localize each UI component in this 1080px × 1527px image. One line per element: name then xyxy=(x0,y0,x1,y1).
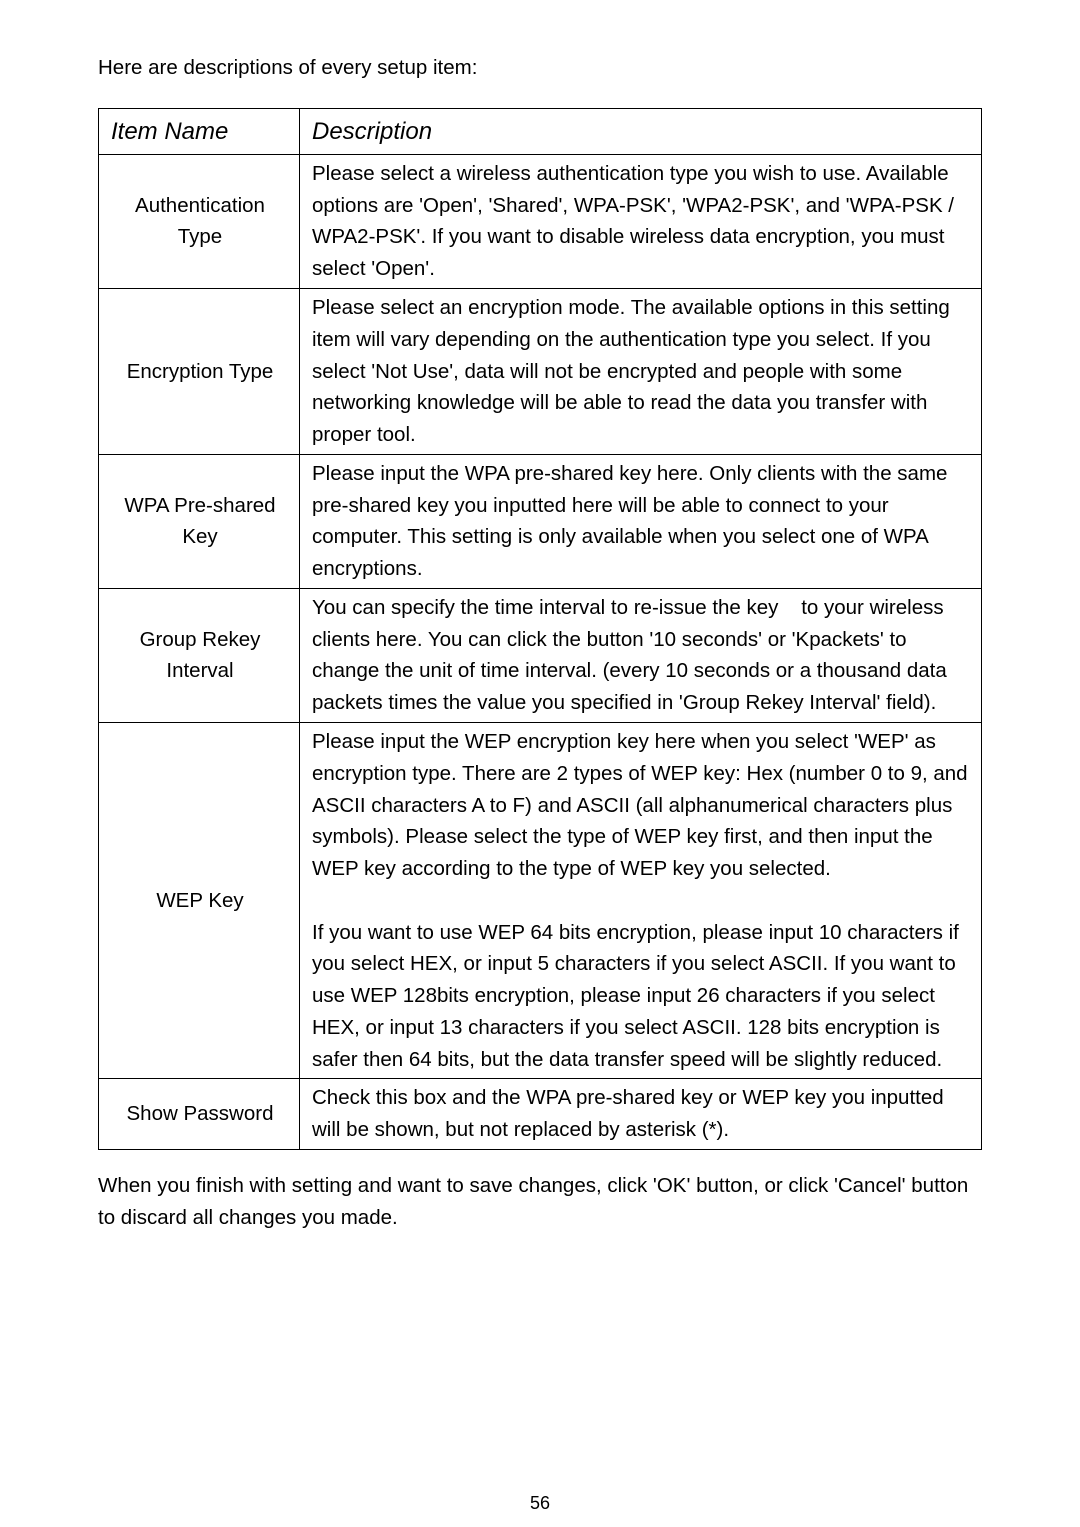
table-row: Show Password Check this box and the WPA… xyxy=(99,1079,982,1150)
header-item-name: Item Name xyxy=(99,108,300,154)
item-desc-cell: Please select an encryption mode. The av… xyxy=(300,289,982,455)
item-name-cell: Authentication Type xyxy=(99,154,300,288)
item-desc-cell: You can specify the time interval to re-… xyxy=(300,588,982,722)
header-description: Description xyxy=(300,108,982,154)
table-row: WEP Key Please input the WEP encryption … xyxy=(99,722,982,1078)
intro-text: Here are descriptions of every setup ite… xyxy=(98,52,982,84)
settings-table: Item Name Description Authentication Typ… xyxy=(98,108,982,1150)
item-desc-cell: Please input the WPA pre-shared key here… xyxy=(300,454,982,588)
table-row: Authentication Type Please select a wire… xyxy=(99,154,982,288)
item-desc-cell: Please select a wireless authentication … xyxy=(300,154,982,288)
item-desc-cell: Check this box and the WPA pre-shared ke… xyxy=(300,1079,982,1150)
item-name-cell: WPA Pre-shared Key xyxy=(99,454,300,588)
table-row: Encryption Type Please select an encrypt… xyxy=(99,289,982,455)
item-desc-cell: Please input the WEP encryption key here… xyxy=(300,722,982,1078)
closing-text: When you finish with setting and want to… xyxy=(98,1170,982,1234)
item-name-cell: Group Rekey Interval xyxy=(99,588,300,722)
table-header-row: Item Name Description xyxy=(99,108,982,154)
table-row: Group Rekey Interval You can specify the… xyxy=(99,588,982,722)
page-number: 56 xyxy=(0,1490,1080,1518)
item-name-cell: Show Password xyxy=(99,1079,300,1150)
table-row: WPA Pre-shared Key Please input the WPA … xyxy=(99,454,982,588)
item-name-cell: Encryption Type xyxy=(99,289,300,455)
item-name-cell: WEP Key xyxy=(99,722,300,1078)
